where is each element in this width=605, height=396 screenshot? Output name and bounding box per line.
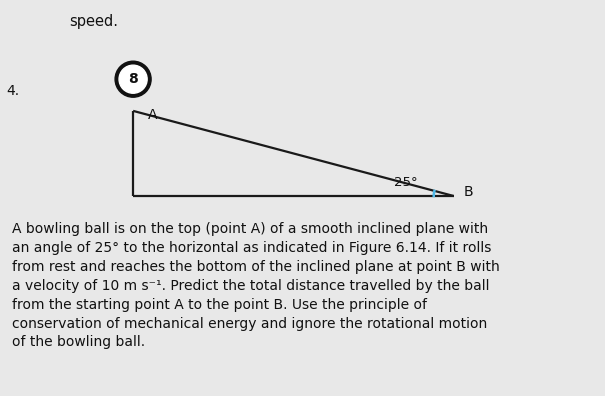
Text: A bowling ball is on the top (point A) of a smooth inclined plane with
an angle : A bowling ball is on the top (point A) o…: [12, 222, 500, 349]
Text: 4.: 4.: [6, 84, 19, 98]
Text: 25°: 25°: [393, 176, 417, 188]
Text: 8: 8: [128, 72, 138, 86]
Text: B: B: [464, 185, 474, 199]
Text: A: A: [148, 108, 157, 122]
Text: speed.: speed.: [70, 14, 119, 29]
Ellipse shape: [115, 61, 151, 97]
Ellipse shape: [119, 65, 147, 93]
